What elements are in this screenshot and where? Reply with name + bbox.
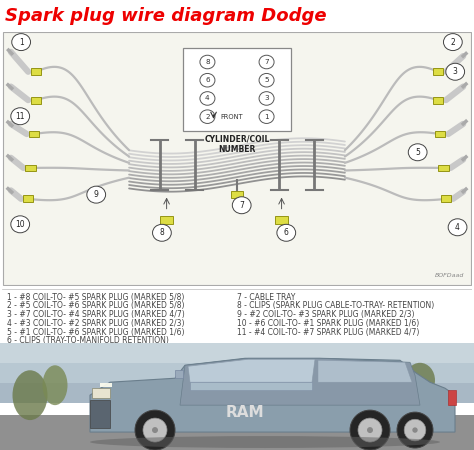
Bar	[0, 343, 474, 363]
Text: 11 - #4 COIL-TO- #7 SPARK PLUG (MARKED 4/7): 11 - #4 COIL-TO- #7 SPARK PLUG (MARKED 4…	[237, 328, 419, 337]
Circle shape	[259, 73, 274, 87]
Text: RAM: RAM	[226, 405, 264, 419]
Bar	[0, 415, 474, 450]
Ellipse shape	[90, 436, 440, 448]
Circle shape	[277, 224, 296, 241]
Text: 7: 7	[239, 201, 244, 210]
Text: 7: 7	[264, 59, 269, 65]
Circle shape	[444, 34, 462, 50]
Text: 6 - CLIPS (TRAY-TO-MANIFOLD RETENTION): 6 - CLIPS (TRAY-TO-MANIFOLD RETENTION)	[7, 336, 169, 345]
Text: 6: 6	[205, 77, 210, 83]
Ellipse shape	[43, 365, 67, 405]
Circle shape	[397, 412, 433, 448]
Circle shape	[367, 427, 373, 433]
Bar	[92, 388, 110, 398]
Text: 5: 5	[264, 77, 269, 83]
Text: Spark plug wire diagram Dodge: Spark plug wire diagram Dodge	[5, 7, 327, 25]
Bar	[0, 363, 474, 383]
Text: BOFDaad: BOFDaad	[435, 273, 465, 278]
Text: 4: 4	[455, 223, 460, 232]
Text: 1: 1	[19, 38, 24, 47]
Circle shape	[448, 219, 467, 236]
Circle shape	[404, 419, 426, 441]
Circle shape	[200, 55, 215, 69]
Text: 3 - #7 COIL-TO- #4 SPARK PLUG (MARKED 4/7): 3 - #7 COIL-TO- #4 SPARK PLUG (MARKED 4/…	[7, 310, 185, 319]
Text: 2: 2	[205, 114, 210, 120]
FancyBboxPatch shape	[183, 49, 291, 131]
Circle shape	[11, 108, 29, 125]
Text: 3: 3	[453, 67, 457, 76]
Text: CYLINDER/COIL
NUMBER: CYLINDER/COIL NUMBER	[204, 135, 270, 154]
Bar	[26, 165, 36, 171]
Bar	[160, 216, 173, 224]
Bar	[23, 195, 33, 202]
Text: 10 - #6 COIL-TO- #1 SPARK PLUG (MARKED 1/6): 10 - #6 COIL-TO- #1 SPARK PLUG (MARKED 1…	[237, 319, 419, 328]
Text: 4: 4	[205, 95, 210, 101]
Polygon shape	[188, 359, 315, 382]
Bar	[433, 97, 443, 104]
Circle shape	[446, 63, 465, 80]
Circle shape	[135, 410, 175, 450]
Bar	[441, 195, 451, 202]
Text: 10: 10	[15, 220, 25, 229]
Text: 5: 5	[415, 148, 420, 157]
Circle shape	[200, 73, 215, 87]
Bar	[31, 97, 41, 104]
Text: 7 - CABLE TRAY: 7 - CABLE TRAY	[237, 292, 295, 302]
Circle shape	[259, 110, 274, 123]
Text: 3: 3	[264, 95, 269, 101]
Polygon shape	[190, 382, 312, 390]
Bar	[29, 130, 39, 137]
Bar	[275, 216, 288, 224]
Bar	[433, 68, 443, 75]
Text: 1: 1	[264, 114, 269, 120]
Circle shape	[12, 34, 30, 50]
Ellipse shape	[405, 363, 435, 398]
Circle shape	[200, 110, 215, 123]
Text: 1 - #8 COIL-TO- #5 SPARK PLUG (MARKED 5/8): 1 - #8 COIL-TO- #5 SPARK PLUG (MARKED 5/…	[7, 292, 184, 302]
Bar	[435, 130, 445, 137]
Text: 2 - #5 COIL-TO- #6 SPARK PLUG (MARKED 5/8): 2 - #5 COIL-TO- #6 SPARK PLUG (MARKED 5/…	[7, 302, 184, 310]
Bar	[231, 191, 243, 198]
Text: 9: 9	[94, 190, 99, 199]
Circle shape	[232, 197, 251, 214]
Bar	[90, 400, 110, 428]
Ellipse shape	[12, 370, 47, 420]
Circle shape	[412, 428, 418, 433]
Text: 11: 11	[16, 112, 25, 121]
Text: 8: 8	[160, 228, 164, 237]
Circle shape	[259, 92, 274, 105]
Circle shape	[87, 186, 106, 203]
Ellipse shape	[380, 368, 420, 413]
Circle shape	[200, 92, 215, 105]
Text: 6: 6	[284, 228, 289, 237]
Circle shape	[143, 418, 167, 442]
Text: 2: 2	[450, 38, 455, 47]
Bar	[438, 165, 448, 171]
Polygon shape	[90, 358, 455, 432]
Circle shape	[358, 418, 382, 442]
Bar	[0, 383, 474, 403]
Text: 4 - #3 COIL-TO- #2 SPARK PLUG (MARKED 2/3): 4 - #3 COIL-TO- #2 SPARK PLUG (MARKED 2/…	[7, 319, 184, 328]
Circle shape	[408, 144, 427, 161]
Text: 8 - CLIPS (SPARK PLUG CABLE-TO-TRAY- RETENTION): 8 - CLIPS (SPARK PLUG CABLE-TO-TRAY- RET…	[237, 302, 434, 310]
Text: 5 - #1 COIL-TO- #6 SPARK PLUG (MARKED 1/6): 5 - #1 COIL-TO- #6 SPARK PLUG (MARKED 1/…	[7, 328, 184, 337]
Circle shape	[259, 55, 274, 69]
Circle shape	[350, 410, 390, 450]
Polygon shape	[318, 360, 412, 382]
Circle shape	[11, 216, 29, 233]
FancyBboxPatch shape	[3, 32, 471, 285]
Text: 9 - #2 COIL-TO- #3 SPARK PLUG (MARKED 2/3): 9 - #2 COIL-TO- #3 SPARK PLUG (MARKED 2/…	[237, 310, 414, 319]
Circle shape	[153, 224, 171, 241]
Polygon shape	[175, 370, 183, 378]
Circle shape	[152, 427, 158, 433]
Text: 8: 8	[205, 59, 210, 65]
Bar	[31, 68, 41, 75]
Polygon shape	[180, 358, 420, 405]
Bar	[100, 383, 112, 387]
Text: FRONT: FRONT	[220, 114, 243, 120]
Bar	[448, 390, 456, 405]
